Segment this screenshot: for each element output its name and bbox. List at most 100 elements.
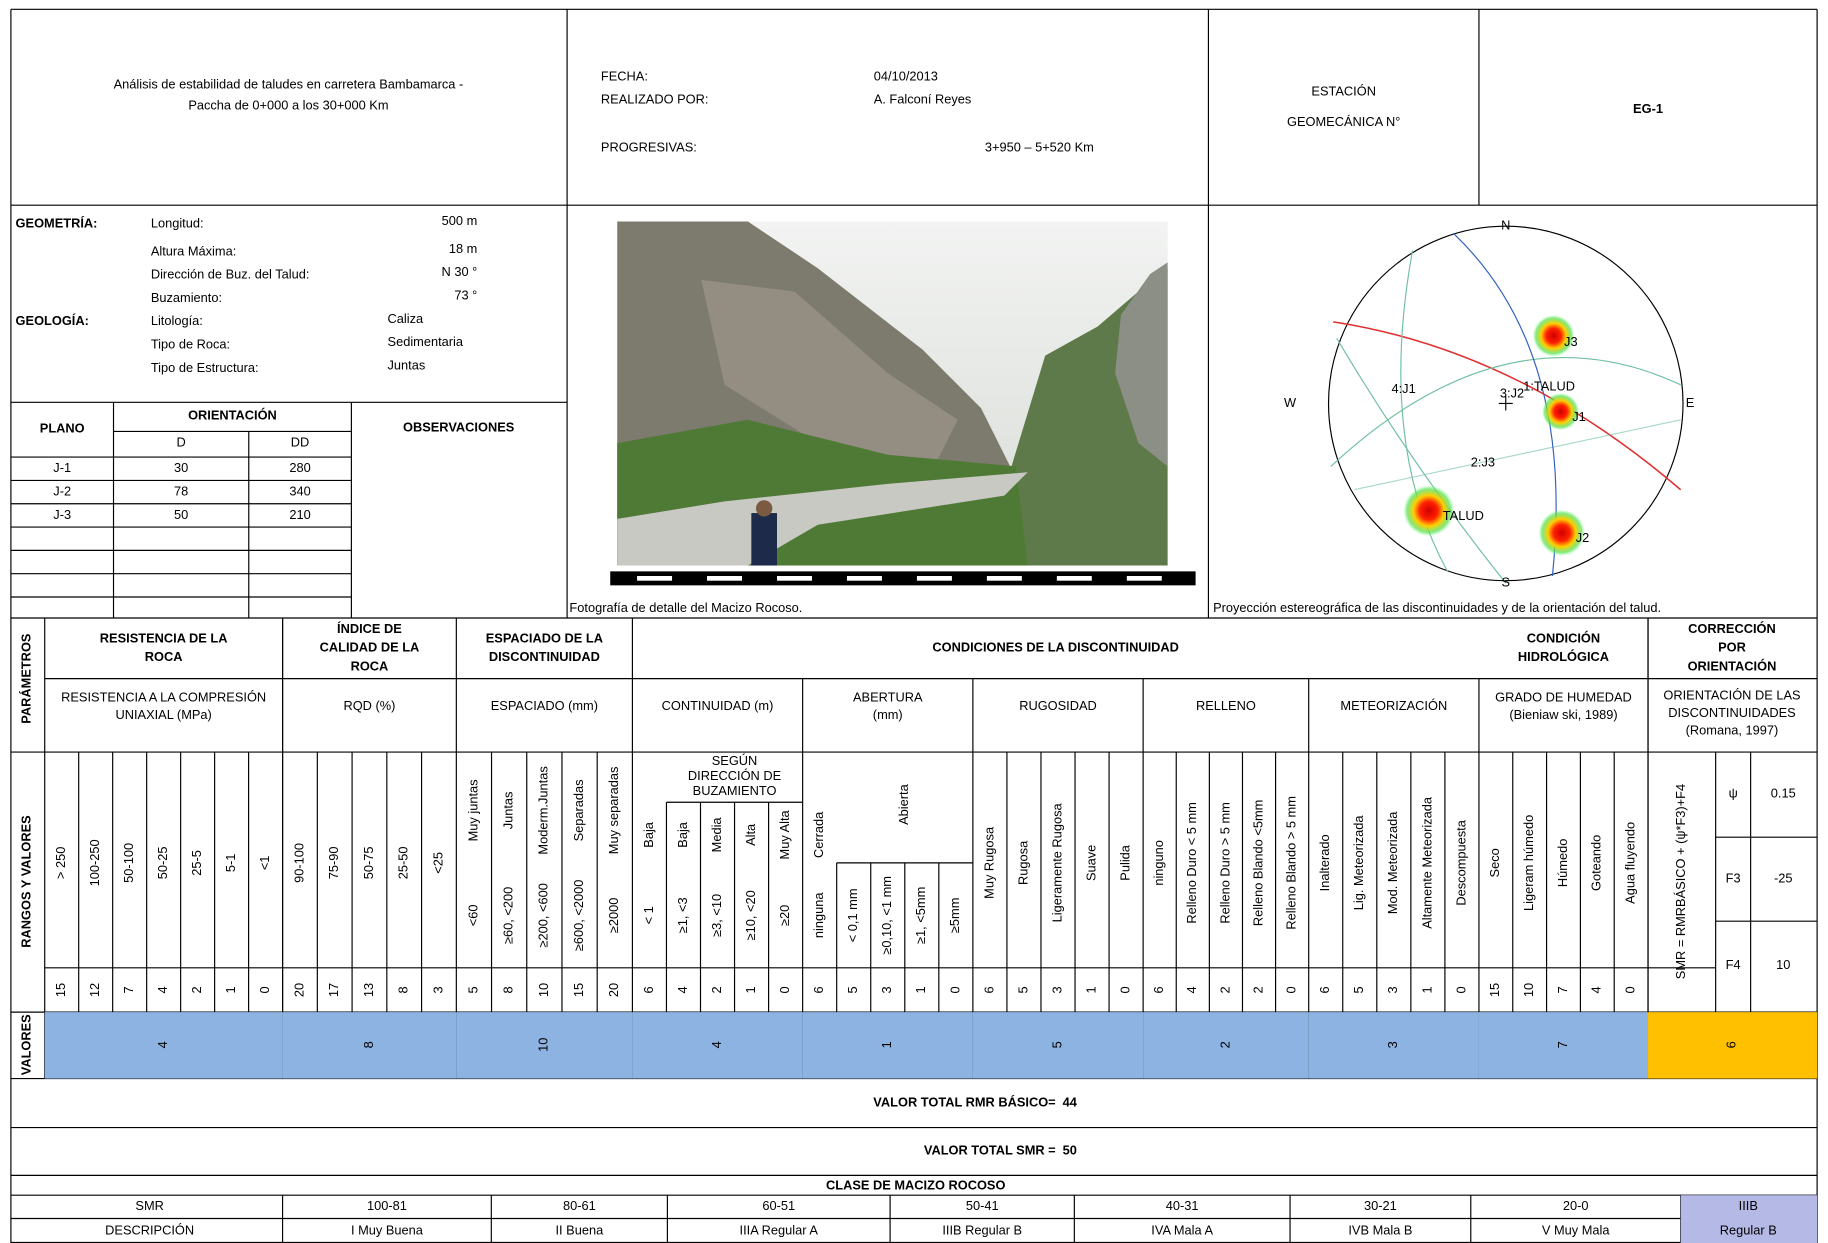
rating: 6 bbox=[981, 986, 996, 993]
range-value: ≥200, <600 bbox=[536, 883, 551, 947]
side-label: PARÁMETROS bbox=[19, 633, 34, 724]
range-label: 25-5 bbox=[189, 850, 204, 876]
plane-name: J-1 bbox=[53, 460, 71, 475]
rating: 6 bbox=[1151, 986, 1166, 993]
range-value: ≥2000 bbox=[606, 898, 621, 934]
range-label: 100-250 bbox=[87, 839, 102, 886]
rating: 1 bbox=[1083, 986, 1098, 993]
class-range: 40-31 bbox=[1166, 1198, 1199, 1213]
range-label: Relleno Duro < 5 mm bbox=[1184, 802, 1199, 923]
rating: 7 bbox=[121, 986, 136, 993]
group-subtitle: UNIAXIAL (MPa) bbox=[115, 707, 211, 722]
range-label: Agua fluyendo bbox=[1623, 822, 1638, 904]
range-label: 90-100 bbox=[291, 843, 306, 883]
plane-dip-dir: 280 bbox=[289, 460, 310, 475]
factor-value: 0.15 bbox=[1771, 785, 1796, 800]
value-cell bbox=[456, 1012, 633, 1079]
range-label: 50-100 bbox=[121, 843, 136, 883]
rating: 7 bbox=[1555, 986, 1570, 993]
field-value: N 30 ° bbox=[442, 264, 478, 279]
group-subtitle: (Romana, 1997) bbox=[1686, 722, 1779, 737]
group-subtitle: RQD (%) bbox=[343, 698, 395, 713]
range-label: Muy Alta bbox=[777, 809, 792, 859]
factor-name: F3 bbox=[1726, 871, 1741, 886]
range-label: ninguno bbox=[1151, 840, 1166, 886]
rating: 20 bbox=[606, 983, 621, 997]
table-header: D bbox=[177, 434, 186, 449]
range-value: ≥60, <200 bbox=[501, 887, 516, 944]
group-title: ESPACIADO DE LA bbox=[486, 630, 603, 645]
range-value: ≥10, <20 bbox=[743, 890, 758, 940]
range-value: ≥1, <3 bbox=[675, 897, 690, 933]
group-subtitle: ESPACIADO (mm) bbox=[491, 698, 598, 713]
group-title: POR bbox=[1718, 640, 1746, 655]
direction-label: E bbox=[1686, 395, 1695, 410]
total-label: VALOR TOTAL RMR BÁSICO= bbox=[873, 1094, 1055, 1109]
class-range: 50-41 bbox=[966, 1198, 999, 1213]
rating: 1 bbox=[913, 986, 928, 993]
parameter-value: 7 bbox=[1555, 1041, 1570, 1048]
factor-name: F4 bbox=[1726, 957, 1741, 972]
range-value: ≥5mm bbox=[947, 898, 962, 934]
rating: 17 bbox=[326, 983, 341, 997]
rating: 4 bbox=[1184, 986, 1199, 993]
group-title: DISCONTINUIDAD bbox=[489, 649, 600, 664]
project-title: Análisis de estabilidad de taludes en ca… bbox=[114, 77, 464, 92]
range-value: < 0,1 mm bbox=[845, 888, 860, 942]
class-result: IIIB bbox=[1739, 1198, 1758, 1213]
rating: 3 bbox=[879, 986, 894, 993]
rating: 6 bbox=[811, 986, 826, 993]
plane-name: J-2 bbox=[53, 483, 71, 498]
range-label: Muy Rugosa bbox=[981, 826, 996, 899]
total-label: VALOR TOTAL SMR = bbox=[924, 1142, 1056, 1157]
span-label: Abierta bbox=[896, 783, 911, 824]
plane-dip: 78 bbox=[174, 483, 188, 498]
group-title: ORIENTACIÓN bbox=[1688, 658, 1777, 673]
range-value: < 1 bbox=[641, 906, 656, 924]
parameter-value: 3 bbox=[1385, 1041, 1400, 1048]
range-label: 50-75 bbox=[361, 846, 376, 879]
value-cell bbox=[972, 1012, 1144, 1079]
pole-label: J1 bbox=[1572, 409, 1586, 424]
direction-label: W bbox=[1284, 395, 1297, 410]
range-label: Altamente Meteorizada bbox=[1419, 796, 1434, 929]
plane-dip-dir: 210 bbox=[289, 507, 310, 522]
field-label: Dirección de Buz. del Talud: bbox=[151, 267, 310, 282]
class-range: 30-21 bbox=[1364, 1198, 1397, 1213]
factor-value: -25 bbox=[1774, 871, 1793, 886]
group-subtitle: RELLENO bbox=[1196, 698, 1256, 713]
rating: 5 bbox=[1015, 986, 1030, 993]
group-subtitle: ORIENTACIÓN DE LAS bbox=[1663, 688, 1800, 703]
class-title: CLASE DE MACIZO ROCOSO bbox=[826, 1177, 1005, 1192]
rating: 15 bbox=[571, 983, 586, 997]
rating: 3 bbox=[1049, 986, 1064, 993]
formula: SMR = RMRBÁSICO + (ψ*F3)+F4 bbox=[1673, 784, 1688, 979]
range-label: Mod. Meteorizada bbox=[1385, 811, 1400, 914]
field-value: Juntas bbox=[388, 358, 426, 373]
rating: 2 bbox=[189, 986, 204, 993]
field-value: 73 ° bbox=[454, 288, 477, 303]
rating: 3 bbox=[1385, 986, 1400, 993]
class-description: IVB Mala B bbox=[1348, 1223, 1412, 1238]
total-value: 44 bbox=[1063, 1094, 1078, 1109]
pole-label: J3 bbox=[1564, 334, 1578, 349]
group-subtitle: CONTINUIDAD (m) bbox=[662, 698, 774, 713]
stereonet-caption: Proyección estereográfica de las discont… bbox=[1213, 600, 1661, 615]
span-label: DIRECCIÓN DE bbox=[688, 768, 781, 783]
rating: 2 bbox=[1250, 986, 1265, 993]
group-subtitle: (mm) bbox=[873, 707, 903, 722]
class-range: 100-81 bbox=[367, 1198, 407, 1213]
rating: 5 bbox=[465, 986, 480, 993]
class-description: IIIB Regular B bbox=[942, 1223, 1022, 1238]
rating: 0 bbox=[1453, 986, 1468, 993]
parameter-value: 8 bbox=[361, 1041, 376, 1048]
range-label: Baja bbox=[641, 821, 656, 848]
range-value: ninguna bbox=[811, 892, 826, 938]
rating: 15 bbox=[53, 983, 68, 997]
range-label: Descompuesta bbox=[1453, 819, 1468, 905]
rating: 5 bbox=[845, 986, 860, 993]
field-value: 3+950 – 5+520 Km bbox=[985, 139, 1094, 154]
rating: 0 bbox=[777, 986, 792, 993]
group-subtitle: GRADO DE HUMEDAD bbox=[1495, 689, 1632, 704]
row-label: DESCRIPCIÓN bbox=[105, 1223, 194, 1238]
